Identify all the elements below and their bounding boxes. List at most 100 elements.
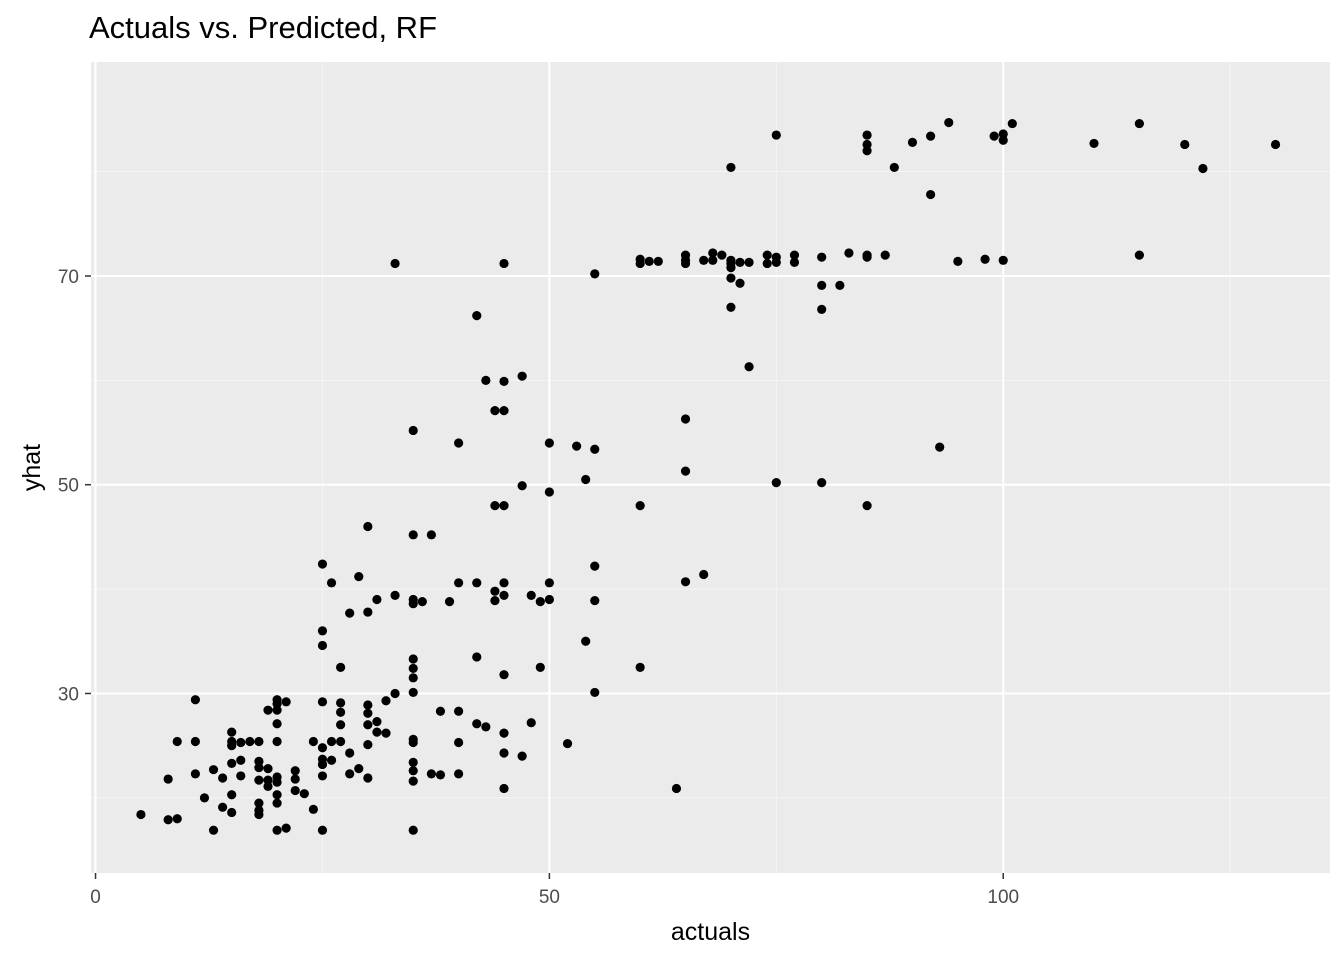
- data-point: [644, 256, 654, 266]
- data-point: [771, 478, 781, 488]
- data-point: [408, 599, 418, 609]
- data-point: [227, 727, 237, 737]
- data-point: [336, 662, 346, 672]
- data-point: [163, 774, 173, 784]
- data-point: [254, 809, 264, 820]
- data-point: [562, 738, 573, 749]
- data-point: [363, 521, 373, 532]
- data-point: [245, 736, 255, 747]
- data-point: [263, 705, 273, 715]
- data-point: [372, 717, 382, 727]
- data-point: [326, 755, 337, 765]
- data-point: [635, 258, 645, 269]
- data-point: [326, 736, 337, 747]
- data-point: [535, 597, 545, 607]
- data-point: [835, 280, 845, 290]
- data-point: [735, 278, 745, 288]
- data-point: [789, 257, 800, 268]
- plot-panel: [91, 62, 1330, 873]
- data-point: [435, 706, 446, 716]
- data-point: [345, 748, 355, 758]
- data-point: [218, 773, 228, 783]
- data-point: [472, 578, 482, 588]
- data-point: [317, 559, 328, 569]
- data-point: [381, 728, 391, 738]
- data-point: [726, 162, 736, 173]
- data-point: [844, 248, 854, 258]
- data-point: [490, 586, 500, 596]
- data-point: [390, 258, 400, 269]
- data-point: [336, 707, 346, 717]
- data-point: [408, 766, 418, 776]
- data-point: [935, 442, 945, 452]
- data-point: [944, 117, 954, 128]
- data-point: [317, 825, 328, 835]
- data-point: [472, 311, 482, 321]
- data-point: [363, 708, 373, 718]
- data-point: [635, 500, 645, 511]
- data-point: [953, 256, 963, 266]
- data-point: [236, 771, 246, 781]
- data-point: [454, 706, 464, 716]
- data-point: [817, 252, 827, 262]
- data-point: [426, 530, 436, 540]
- data-point: [680, 258, 691, 269]
- data-point: [499, 578, 509, 588]
- data-point: [581, 636, 591, 646]
- data-point: [1134, 118, 1144, 129]
- data-point: [408, 654, 418, 664]
- data-point: [408, 757, 418, 767]
- data-point: [499, 590, 509, 600]
- data-point: [190, 695, 200, 705]
- data-point: [653, 256, 663, 266]
- data-point: [544, 438, 554, 448]
- data-point: [762, 250, 772, 260]
- data-point: [317, 640, 328, 651]
- data-point: [499, 406, 509, 416]
- x-tick-label: 0: [90, 887, 101, 908]
- data-point: [490, 500, 500, 511]
- data-point: [517, 481, 527, 491]
- data-points: [136, 117, 1281, 835]
- data-point: [190, 769, 200, 779]
- data-point: [980, 254, 990, 264]
- data-point: [590, 444, 600, 454]
- data-point: [254, 762, 264, 773]
- data-point: [227, 790, 237, 800]
- y-tick-label: 30: [58, 684, 79, 705]
- y-axis-title: yhat: [18, 444, 46, 491]
- data-point: [281, 697, 291, 707]
- x-axis-title: actuals: [671, 918, 750, 946]
- data-point: [590, 595, 600, 606]
- data-point: [771, 257, 781, 268]
- data-point: [408, 530, 418, 540]
- data-point: [499, 783, 509, 794]
- data-point: [481, 375, 491, 385]
- data-point: [517, 751, 527, 761]
- data-point: [1089, 138, 1099, 149]
- data-point: [699, 569, 709, 580]
- data-point: [789, 250, 800, 260]
- data-point: [208, 765, 219, 775]
- data-point: [317, 626, 328, 636]
- data-point: [862, 252, 872, 262]
- data-point: [499, 500, 509, 511]
- data-point: [408, 673, 418, 683]
- data-point: [581, 474, 591, 485]
- data-point: [272, 705, 282, 715]
- data-point: [998, 135, 1008, 145]
- data-point: [227, 807, 237, 818]
- data-point: [408, 425, 418, 436]
- data-point: [290, 785, 300, 796]
- data-point: [454, 737, 464, 748]
- data-point: [308, 804, 318, 814]
- data-point: [136, 809, 146, 820]
- data-point: [408, 687, 418, 698]
- data-point: [199, 793, 210, 803]
- minor-gridlines: [91, 62, 1330, 873]
- data-point: [390, 688, 400, 699]
- data-point: [544, 594, 554, 605]
- data-point: [499, 728, 509, 738]
- data-point: [680, 466, 691, 476]
- data-point: [336, 736, 346, 747]
